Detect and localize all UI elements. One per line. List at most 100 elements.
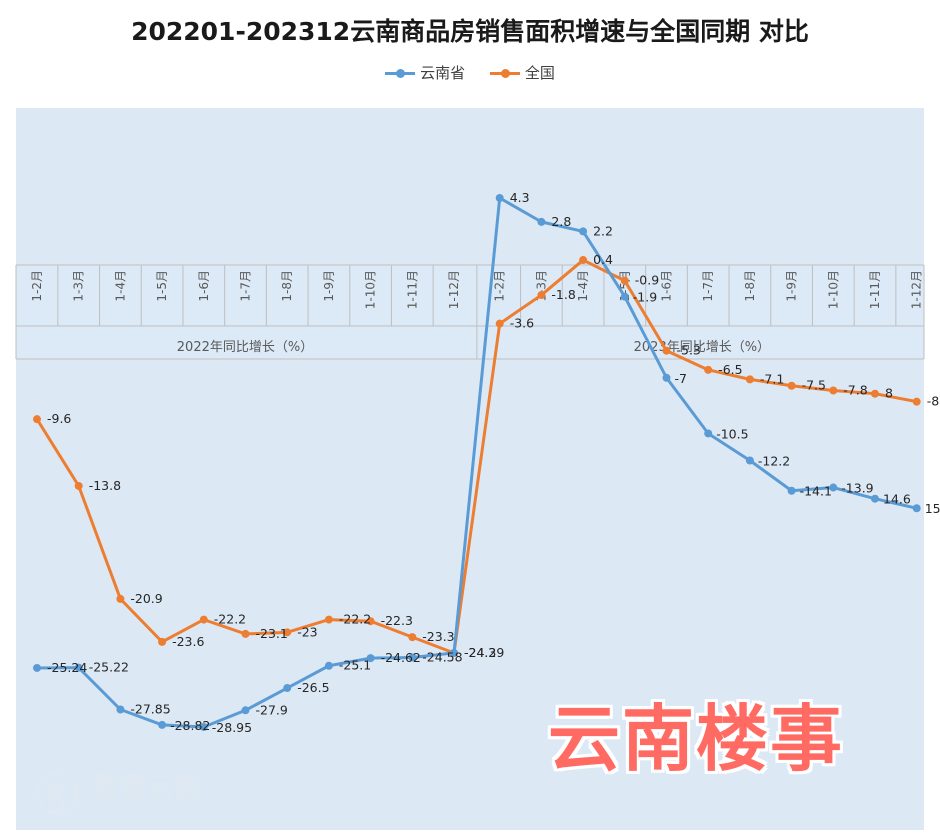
series-points (33, 194, 921, 731)
data-label-national: -7.1 (760, 371, 784, 386)
category-label: 1-2月 (30, 270, 44, 302)
data-label-national: -20.9 (130, 591, 162, 606)
data-label-yunnan: -12.2 (758, 454, 790, 469)
category-label: 1-7月 (701, 270, 715, 302)
site-logo: 看看云南 KANKANYN.COM (32, 765, 232, 825)
data-label-national: -22.3 (381, 613, 413, 628)
data-point-yunnan (408, 653, 417, 662)
data-label-yunnan: -27.9 (256, 702, 288, 717)
data-label-yunnan: -26.5 (297, 680, 329, 695)
data-point-yunnan (324, 661, 333, 670)
data-labels: -25.24 -25.22 -27.85-28.82 -28.95 -27.9 -26.5… (47, 190, 940, 735)
data-point-national (324, 615, 333, 624)
data-label-yunnan: -25.1 (339, 658, 371, 673)
data-label-national: 8 (885, 386, 893, 401)
category-label: 1-4月 (113, 270, 127, 302)
axis-band-background (16, 265, 924, 359)
category-label: 1-6月 (660, 270, 674, 302)
data-label-yunnan: 14.6 (883, 492, 911, 507)
data-point-yunnan (704, 429, 713, 438)
data-point-national (662, 346, 671, 355)
data-label-yunnan: -25.22 (89, 660, 129, 675)
data-point-yunnan (74, 663, 83, 672)
data-label-yunnan: -24.58 (422, 649, 462, 664)
data-point-yunnan (912, 504, 921, 513)
data-point-national (283, 628, 292, 637)
category-label: 1-8月 (743, 270, 757, 302)
data-label-national: -23.6 (172, 634, 204, 649)
data-label-national: -5.3 (677, 343, 701, 358)
data-label-national: -24.3 (464, 645, 496, 660)
series-lines (35, 196, 918, 729)
logo-subtext: KANKANYN.COM (90, 803, 208, 814)
data-point-yunnan (537, 217, 546, 226)
data-point-national (620, 276, 629, 285)
data-label-yunnan: 4.3 (510, 190, 530, 205)
category-axis-band: 1-2月 1-3月 1-4月 1-5月 1-6月 1-7月 1-8月 1-9月 1-10月 1-1… (15, 264, 925, 360)
data-label-yunnan: -10.5 (716, 426, 748, 441)
data-point-national (495, 319, 504, 328)
data-label-national: 0.4 (593, 252, 613, 267)
category-label: 1-11月 (405, 270, 419, 309)
data-point-national (241, 629, 250, 638)
data-label-national: -6.5 (718, 362, 742, 377)
data-point-yunnan (158, 720, 167, 729)
data-label-yunnan: -24.29 (464, 645, 504, 660)
logo-text: 看看云南 (90, 770, 203, 803)
data-label-national: -23.3 (422, 629, 454, 644)
legend-swatch-yunnan (385, 69, 416, 78)
data-label-national: -1.8 (551, 287, 575, 302)
data-label-yunnan: -24.62 (381, 650, 421, 665)
chart-title: 202201-202312云南商品房销售面积增速与全国同期 对比 (131, 17, 809, 46)
data-point-yunnan (199, 723, 208, 731)
data-point-national (829, 386, 838, 395)
data-point-national (366, 617, 375, 626)
data-label-national: -3.6 (510, 316, 534, 331)
data-point-yunnan (33, 663, 41, 672)
data-point-yunnan (662, 373, 671, 382)
data-point-yunnan (745, 456, 754, 465)
data-point-yunnan (787, 486, 796, 495)
category-label: 1-9月 (322, 270, 336, 302)
category-label: 1-4月 (576, 270, 590, 302)
data-point-national (579, 256, 588, 265)
logo-icon (35, 771, 79, 815)
data-point-yunnan (283, 684, 292, 693)
series-line-yunnan (36, 196, 918, 729)
category-label: 1-6月 (197, 270, 211, 302)
data-label-yunnan: -1.9 (633, 290, 657, 305)
data-label-yunnan: -28.82 (170, 718, 210, 733)
category-label: 1-9月 (785, 270, 799, 302)
data-label-yunnan: -14.1 (800, 484, 832, 499)
data-point-national (704, 365, 713, 374)
data-point-national (74, 481, 83, 490)
data-point-national (871, 389, 879, 398)
data-point-national (745, 375, 754, 384)
category-label: 1-2月 (493, 270, 507, 302)
data-label-yunnan: -28.95 (212, 720, 252, 735)
data-label-national: -23.1 (256, 626, 288, 641)
data-point-national (33, 415, 41, 424)
data-point-national (408, 633, 417, 642)
data-point-yunnan (241, 706, 250, 715)
category-label: 1-12月 (910, 270, 924, 309)
category-label: 1-10月 (826, 270, 840, 309)
data-point-national (912, 397, 921, 406)
data-point-national (199, 615, 208, 624)
group-label-2022: 2022年同比增长（%） (177, 340, 313, 355)
legend-item-yunnan: 云南省 (385, 62, 465, 83)
data-point-yunnan (450, 648, 458, 657)
data-point-yunnan (871, 494, 879, 503)
data-label-national: -9.6 (47, 411, 71, 426)
category-label: 1-11月 (868, 270, 882, 309)
data-point-national (787, 381, 796, 390)
category-label: 1-12月 (447, 270, 461, 309)
data-label-national: -8.5 (927, 394, 940, 409)
data-label-yunnan: -27.85 (130, 701, 170, 716)
plot-area-background (16, 108, 924, 830)
data-label-national: -22.2 (339, 612, 371, 627)
data-label-yunnan: -7 (675, 371, 687, 386)
category-label: 1-7月 (239, 270, 253, 302)
data-point-yunnan (495, 194, 504, 202)
data-label-yunnan: -13.9 (841, 481, 873, 496)
